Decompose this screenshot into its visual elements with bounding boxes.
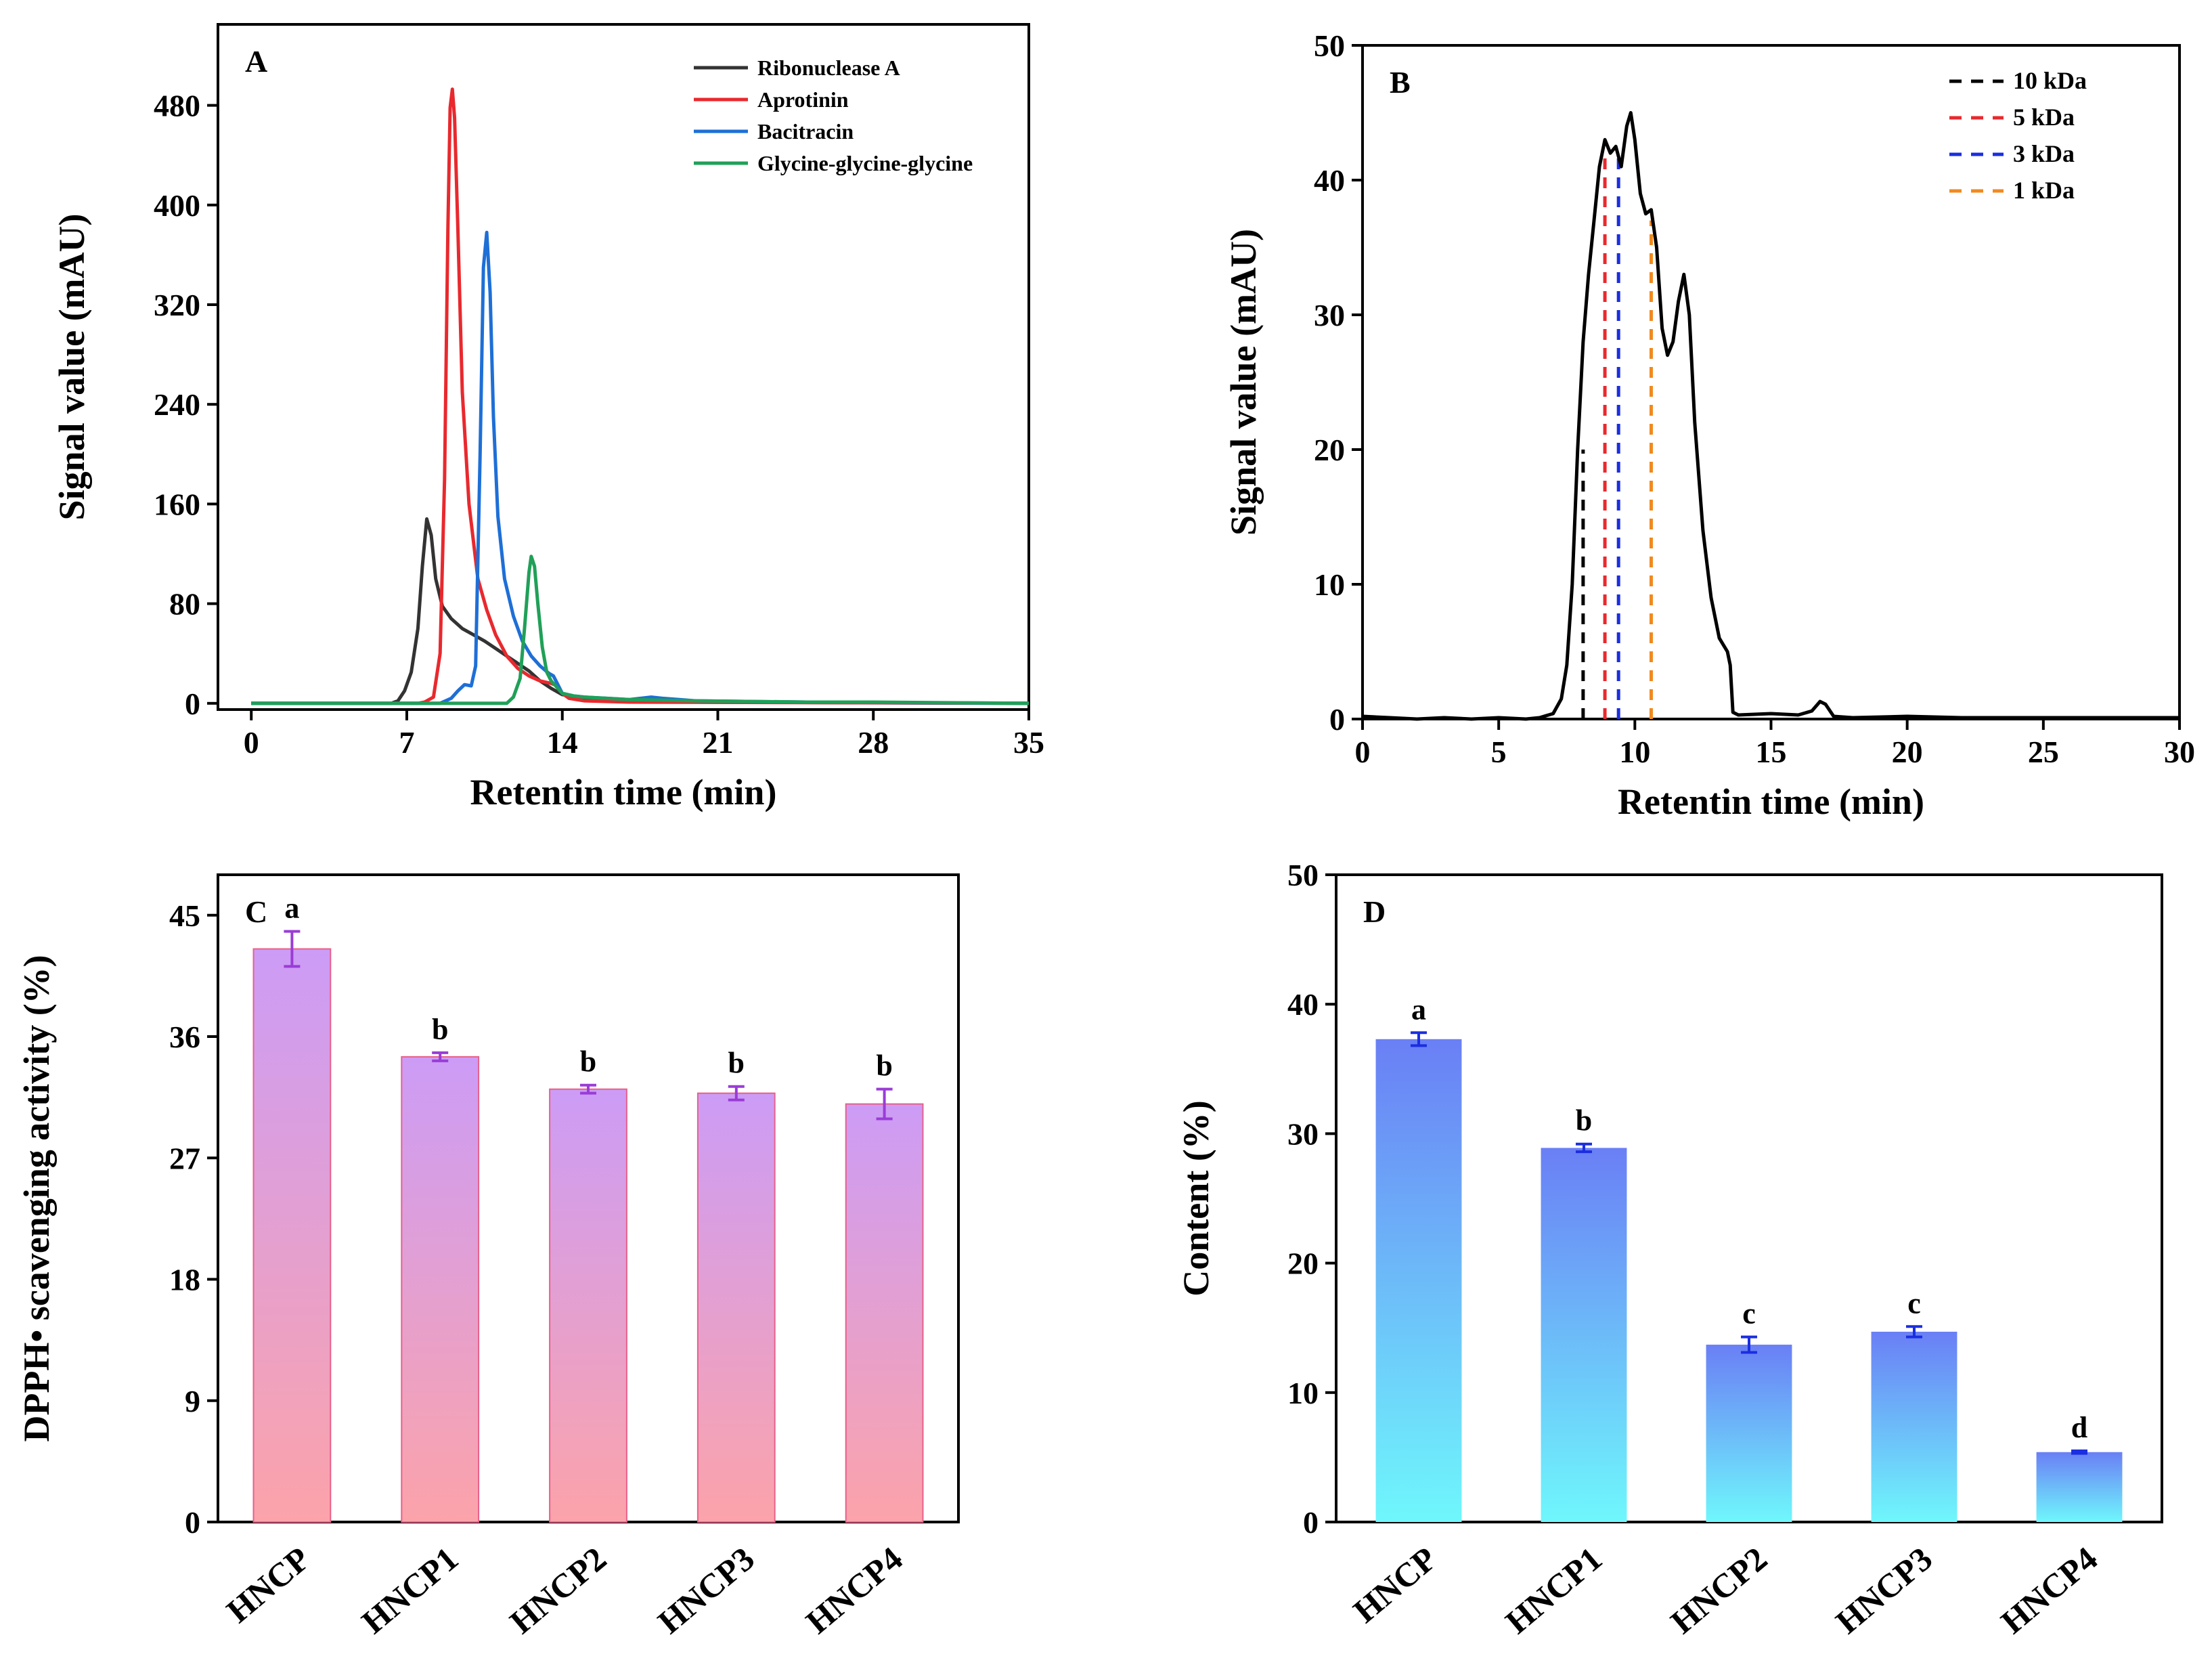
- y-tick-label: 27: [169, 1141, 200, 1175]
- y-tick-label: 45: [169, 898, 200, 933]
- x-axis-title: Retentin time (min): [470, 772, 777, 812]
- significance-letter: b: [728, 1047, 745, 1080]
- x-tick-label: 5: [1491, 735, 1507, 769]
- panel-letter: D: [1363, 894, 1386, 929]
- x-tick-label: 25: [2028, 735, 2059, 769]
- bar-hncp2: [549, 1088, 627, 1523]
- x-tick-label: 14: [547, 725, 578, 760]
- x-tick-label: 0: [244, 725, 259, 760]
- plot-frame: [217, 23, 1030, 711]
- y-tick-label: 18: [169, 1263, 200, 1297]
- y-tick-label: 320: [154, 288, 200, 322]
- y-tick-label: 0: [1303, 1505, 1319, 1540]
- x-category-label: HNCP3: [650, 1540, 761, 1641]
- bar-hncp3: [696, 1092, 776, 1523]
- x-tick-label: 35: [1013, 725, 1044, 760]
- x-category-label: HNCP4: [1993, 1540, 2104, 1641]
- panel-d-content-bar-chart: 0 10 20 30 40 50 Content (%) Da HNCP b HNCP1 c HNCP2…: [1176, 858, 2163, 1641]
- y-tick-label: 30: [1314, 298, 1345, 332]
- significance-letter: d: [2071, 1411, 2087, 1444]
- y-tick-label: 0: [185, 687, 200, 721]
- x-tick-label: 15: [1756, 735, 1787, 769]
- x-category-label: HNCP1: [355, 1540, 466, 1641]
- bar-hncp3: [1871, 1331, 1957, 1522]
- legend-label-1-kda: 1 kDa: [2013, 177, 2075, 204]
- bar-hncp1: [1541, 1148, 1627, 1522]
- y-tick-label: 40: [1287, 987, 1319, 1022]
- bar-hncp1: [401, 1056, 480, 1523]
- x-tick-label: 28: [858, 725, 889, 760]
- significance-letter: c: [1742, 1297, 1756, 1330]
- x-category-label: HNCP2: [1663, 1540, 1774, 1641]
- significance-letter: a: [1411, 993, 1426, 1026]
- bar-hncp: [252, 948, 332, 1523]
- x-tick-label: 21: [702, 725, 733, 760]
- legend-label-3-kda: 3 kDa: [2013, 140, 2075, 167]
- x-axis-title: Retentin time (min): [1618, 781, 1924, 822]
- x-category-label: HNCP3: [1828, 1540, 1939, 1641]
- panel-letter: A: [245, 44, 267, 79]
- x-tick-label: 7: [399, 725, 414, 760]
- y-axis-title: Signal value (mAU): [1223, 229, 1264, 536]
- x-tick-label: 30: [2164, 735, 2195, 769]
- y-tick-label: 10: [1287, 1376, 1319, 1410]
- y-axis-title: DPPH• scavenging activity (%): [16, 955, 57, 1441]
- x-tick-label: 20: [1892, 735, 1923, 769]
- legend-label-glycine-glycine-glycine: Glycine-glycine-glycine: [757, 151, 973, 175]
- legend-label-5-kda: 5 kDa: [2013, 104, 2075, 131]
- panel-letter: B: [1390, 65, 1411, 100]
- y-tick-label: 50: [1287, 858, 1319, 892]
- legend-label-10-kda: 10 kDa: [2013, 67, 2087, 94]
- significance-letter: b: [432, 1013, 448, 1046]
- y-tick-label: 480: [154, 89, 200, 123]
- y-tick-label: 50: [1314, 28, 1345, 63]
- x-tick-label: 0: [1355, 735, 1371, 769]
- panel-b-chromatogram-sample: 0 5 10 15 20 25 30 0 10 20 30 40 50 Retentin time (mi…: [1223, 28, 2195, 822]
- x-category-label: HNCP: [1346, 1540, 1444, 1630]
- significance-letter: b: [580, 1045, 596, 1079]
- series-line-ribonuclease-a: [251, 517, 1030, 705]
- y-tick-label: 0: [1329, 702, 1345, 737]
- y-tick-label: 80: [169, 587, 200, 622]
- significance-letter: a: [284, 892, 299, 925]
- legend-label-bacitracin: Bacitracin: [757, 119, 854, 144]
- y-tick-label: 36: [169, 1020, 200, 1054]
- bar-hncp: [1375, 1039, 1462, 1522]
- series-line-glycine-glycine-glycine: [251, 555, 1030, 705]
- x-category-label: HNCP2: [502, 1540, 613, 1641]
- x-tick-label: 10: [1619, 735, 1650, 769]
- bar-hncp2: [1706, 1345, 1792, 1522]
- y-axis-title: Signal value (mAU): [51, 213, 92, 520]
- y-tick-label: 20: [1287, 1246, 1319, 1281]
- significance-letter: b: [876, 1049, 892, 1083]
- y-tick-label: 9: [185, 1384, 200, 1418]
- y-tick-label: 30: [1287, 1116, 1319, 1151]
- x-category-label: HNCP4: [799, 1540, 910, 1641]
- y-tick-label: 160: [154, 487, 200, 521]
- y-tick-label: 0: [185, 1505, 200, 1540]
- y-tick-label: 20: [1314, 433, 1345, 467]
- y-tick-label: 40: [1314, 163, 1345, 198]
- panel-c-dpph-bar-chart: 0 9 18 27 36 45 DPPH• scavenging activity (%) C…: [16, 873, 960, 1641]
- series-line-bacitracin: [251, 230, 1030, 705]
- y-tick-label: 240: [154, 387, 200, 422]
- y-tick-label: 400: [154, 188, 200, 223]
- legend-label-aprotinin: Aprotinin: [757, 87, 849, 112]
- y-axis-title: Content (%): [1176, 1100, 1216, 1296]
- significance-letter: b: [1576, 1104, 1592, 1137]
- x-category-label: HNCP1: [1498, 1540, 1609, 1641]
- x-category-label: HNCP: [219, 1540, 317, 1630]
- significance-letter: c: [1907, 1286, 1921, 1320]
- bar-hncp4: [845, 1103, 924, 1523]
- series-line-sample: [1362, 111, 2180, 721]
- panel-a-chromatogram-standards: 0 7 14 21 28 35 0 80 160 240 320 400 480 Retentin tim…: [51, 23, 1044, 812]
- legend-label-ribonuclease-a: Ribonuclease A: [757, 56, 900, 80]
- panel-letter: C: [245, 894, 267, 929]
- series-line-aprotinin: [251, 87, 1030, 705]
- y-tick-label: 10: [1314, 567, 1345, 602]
- bar-hncp4: [2036, 1452, 2123, 1522]
